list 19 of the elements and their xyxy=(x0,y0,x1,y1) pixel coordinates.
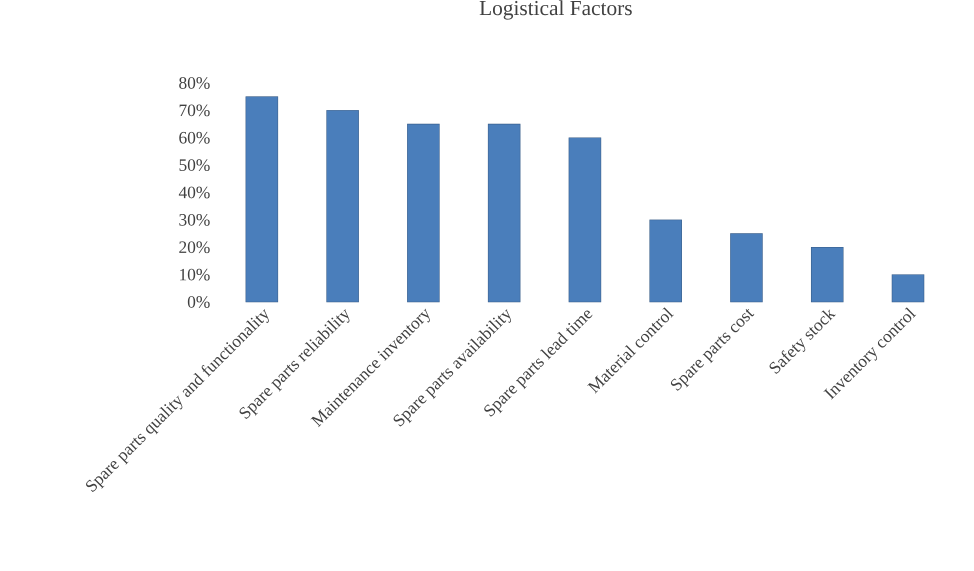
bar xyxy=(730,233,763,302)
bar xyxy=(246,96,278,302)
bar xyxy=(892,274,924,302)
y-tick-label: 20% xyxy=(179,241,210,254)
y-tick-label: 40% xyxy=(178,186,210,198)
bar xyxy=(810,246,844,302)
y-tick-label: 80% xyxy=(179,77,210,89)
chart-title: Logistical Factors xyxy=(480,0,632,20)
y-tick-label: 60% xyxy=(179,132,210,144)
y-tick-label: 10% xyxy=(180,268,210,281)
y-tick-label: 0% xyxy=(188,296,210,308)
bar xyxy=(407,124,440,302)
y-tick-label: 30% xyxy=(179,214,210,226)
bar xyxy=(568,137,602,302)
bar xyxy=(326,110,359,302)
y-tick-label: 50% xyxy=(180,159,210,172)
bar xyxy=(488,124,520,302)
y-tick-label: 70% xyxy=(180,104,210,116)
bar xyxy=(649,220,682,302)
